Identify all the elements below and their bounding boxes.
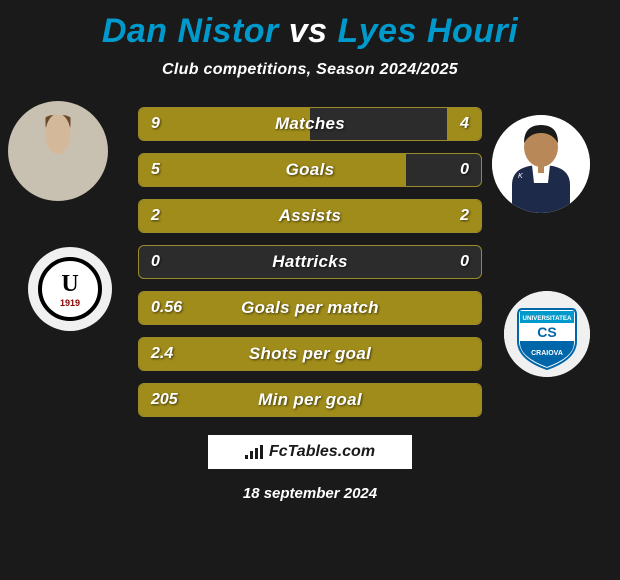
- stat-value-right: 0: [460, 253, 469, 271]
- stat-value-right: 0: [460, 161, 469, 179]
- svg-text:K: K: [518, 173, 523, 180]
- stat-label: Assists: [279, 206, 342, 226]
- svg-text:CS: CS: [537, 324, 556, 340]
- stat-value-right: 4: [460, 115, 469, 133]
- stat-row: 2.4 Shots per goal: [138, 337, 482, 371]
- stat-row: 5 Goals 0: [138, 153, 482, 187]
- stat-label: Matches: [275, 114, 345, 134]
- stat-row: 0 Hattricks 0: [138, 245, 482, 279]
- stat-value-left: 9: [151, 115, 160, 133]
- footer-brand[interactable]: FcTables.com: [208, 435, 412, 469]
- stat-row: 2 Assists 2: [138, 199, 482, 233]
- stat-value-right: 2: [460, 207, 469, 225]
- stats-rows: 9 Matches 4 5 Goals 0 2 Assists 2 0 Hattricks 0 0.56…: [138, 107, 482, 417]
- stat-value-left: 2.4: [151, 345, 173, 363]
- footer-label: FcTables.com: [269, 443, 375, 461]
- stat-fill-left: [139, 154, 406, 186]
- player2-photo: K: [492, 115, 590, 213]
- stat-label: Shots per goal: [249, 344, 371, 364]
- stat-label: Goals per match: [241, 298, 379, 318]
- player1-name: Dan Nistor: [102, 12, 279, 50]
- stat-value-left: 205: [151, 391, 178, 409]
- stat-label: Goals: [286, 160, 335, 180]
- bar-chart-icon: [245, 445, 263, 459]
- stat-value-left: 2: [151, 207, 160, 225]
- season-subtitle: Club competitions, Season 2024/2025: [0, 61, 620, 79]
- player2-name: Lyes Houri: [337, 12, 518, 50]
- stat-value-left: 0.56: [151, 299, 182, 317]
- stats-area: K U 1919 UNIVERSITATEA CS CRAIOVA 9 Match…: [0, 107, 620, 417]
- stat-row: 0.56 Goals per match: [138, 291, 482, 325]
- stat-label: Min per goal: [258, 390, 362, 410]
- stat-value-left: 0: [151, 253, 160, 271]
- player1-photo: [8, 101, 108, 201]
- stat-value-left: 5: [151, 161, 160, 179]
- crest1-letter: U: [61, 271, 78, 298]
- stat-label: Hattricks: [272, 252, 347, 272]
- player1-club-crest: U 1919: [28, 247, 112, 331]
- svg-text:CRAIOVA: CRAIOVA: [531, 350, 563, 357]
- comparison-title: Dan Nistor vs Lyes Houri: [0, 0, 620, 51]
- vs-text: vs: [289, 12, 328, 50]
- svg-text:UNIVERSITATEA: UNIVERSITATEA: [523, 315, 572, 322]
- stat-row: 205 Min per goal: [138, 383, 482, 417]
- crest1-year: 1919: [60, 298, 80, 308]
- player2-club-crest: UNIVERSITATEA CS CRAIOVA: [504, 291, 590, 377]
- stat-row: 9 Matches 4: [138, 107, 482, 141]
- comparison-date: 18 september 2024: [0, 485, 620, 502]
